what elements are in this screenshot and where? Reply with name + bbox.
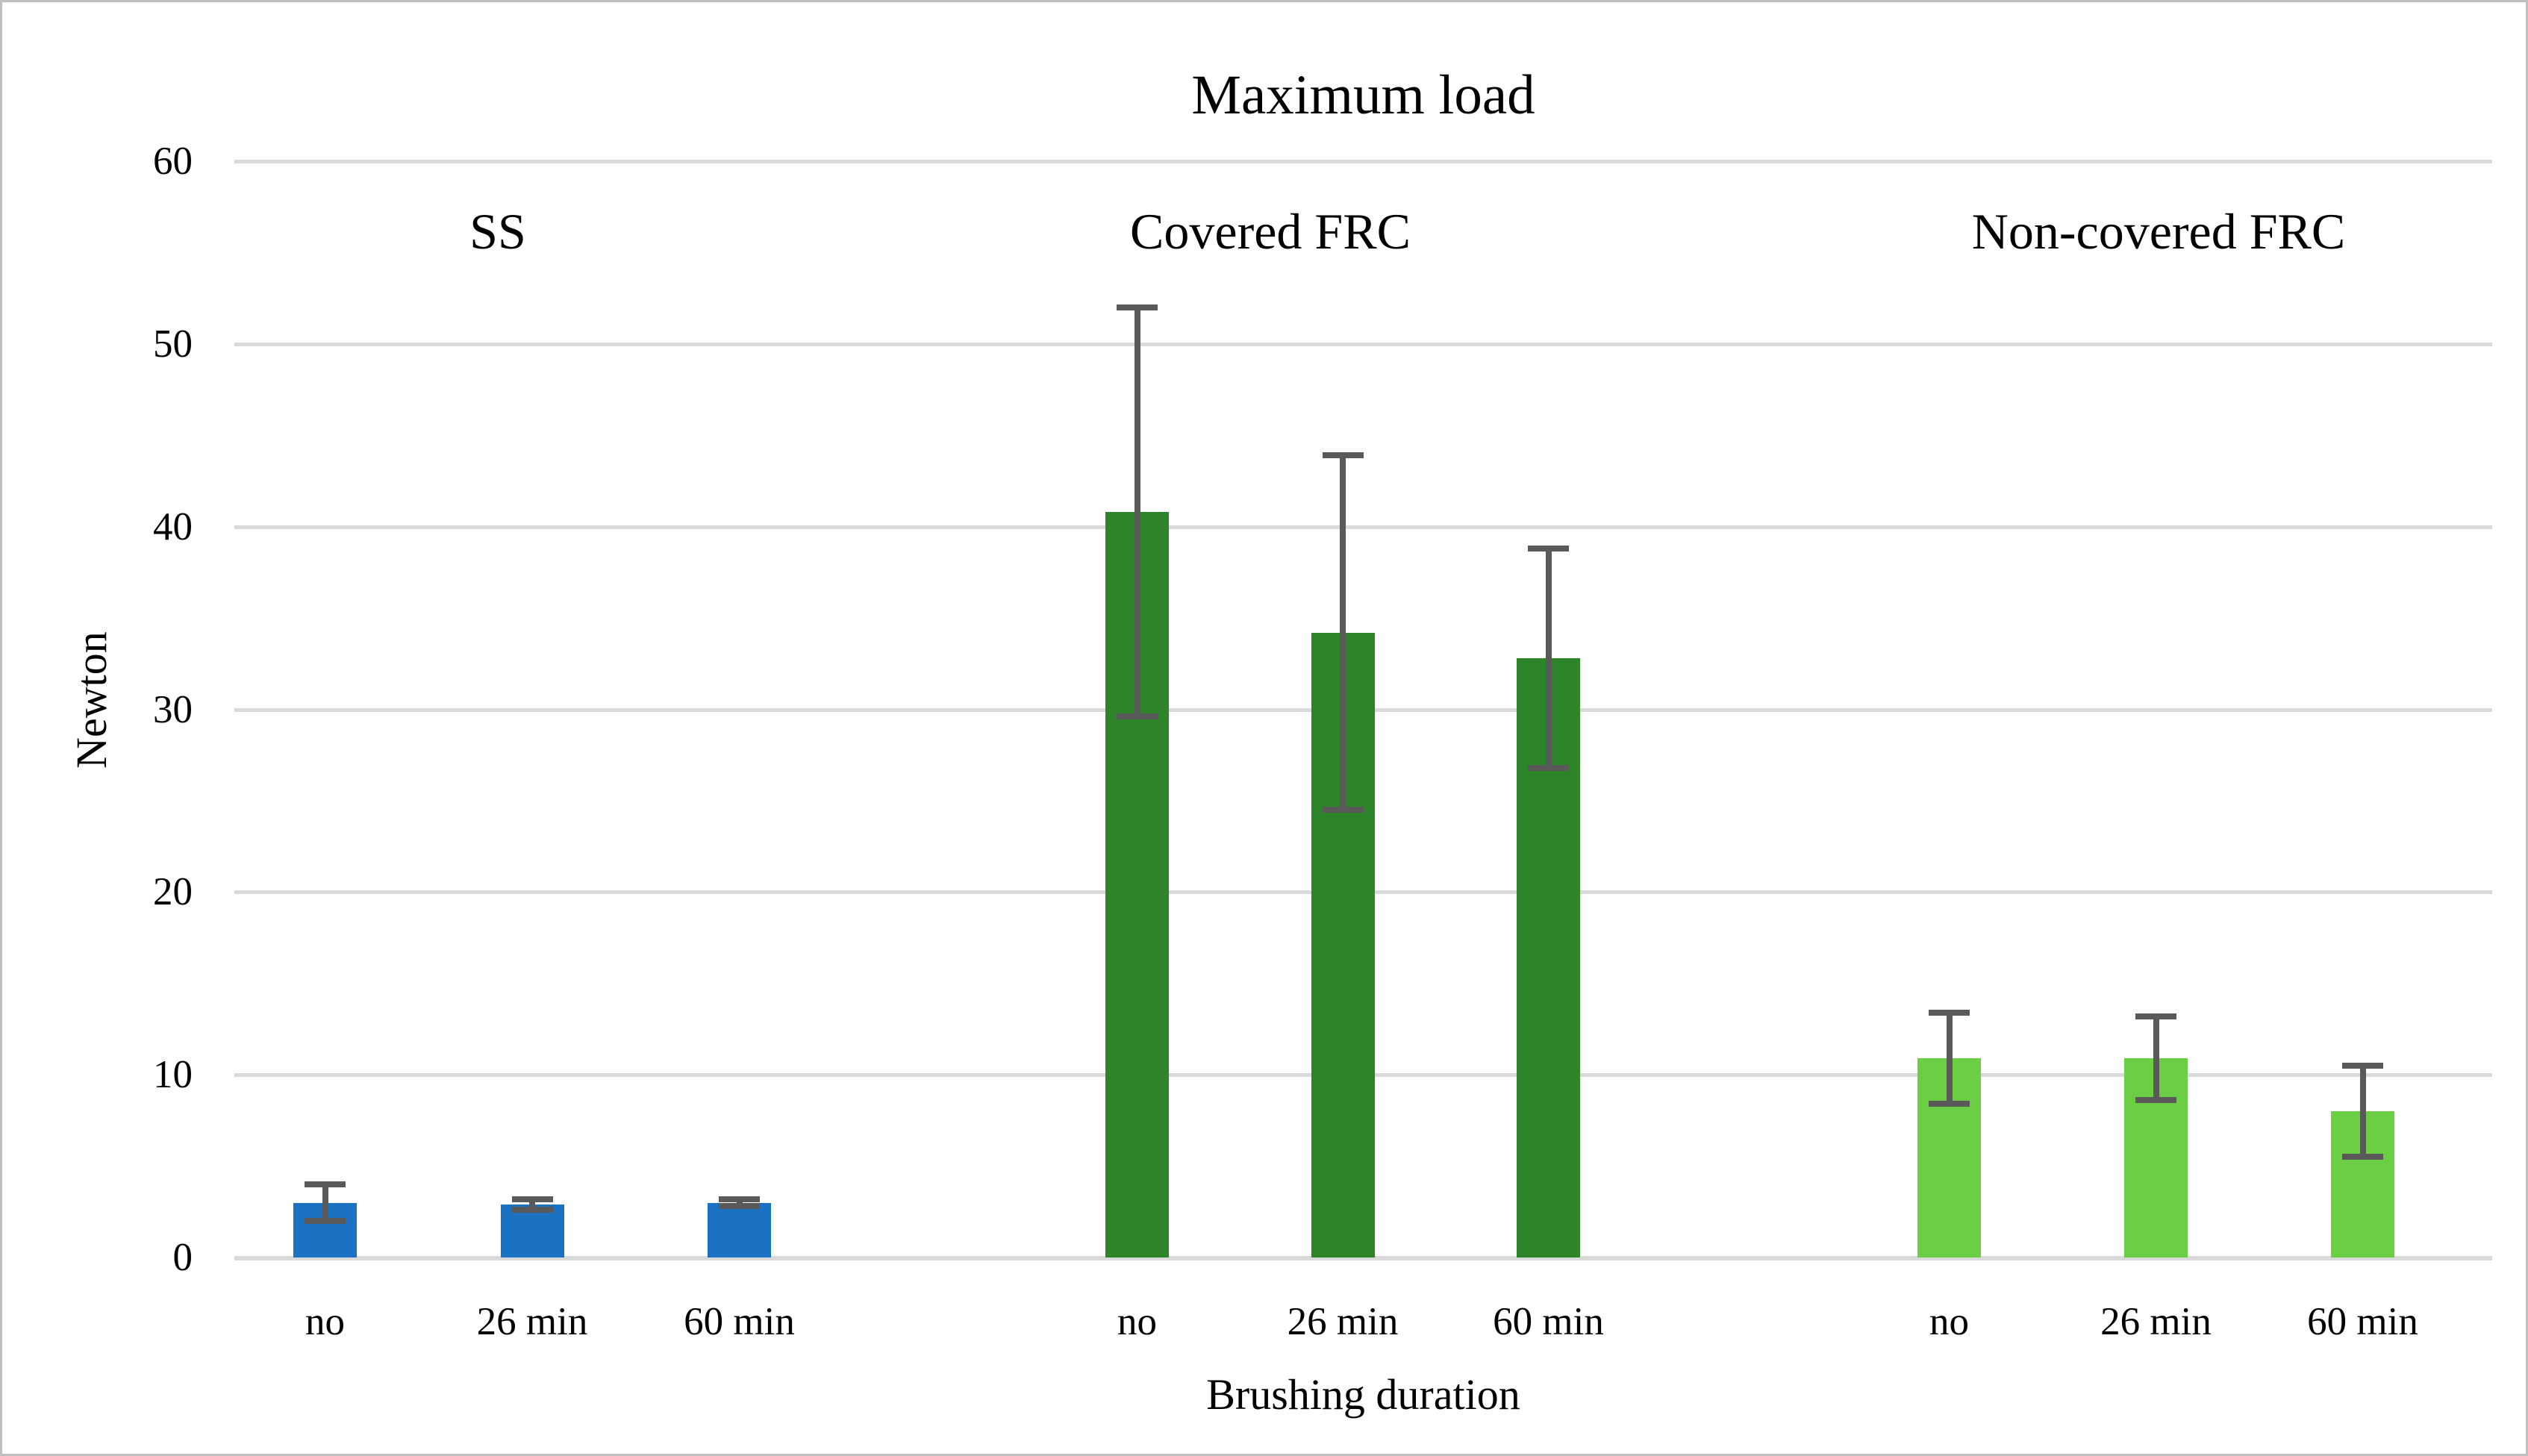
- x-tick-label: 26 min: [2100, 1300, 2212, 1343]
- bar-group-ss: [293, 161, 771, 1257]
- error-bar-cap: [1322, 807, 1364, 813]
- error-bar-cap: [719, 1196, 760, 1202]
- gridline: [234, 342, 2492, 346]
- bar: [708, 1202, 771, 1257]
- gridline: [234, 160, 2492, 163]
- x-tick-label: 26 min: [476, 1300, 588, 1343]
- bar-group-non-covered-frc: [1917, 161, 2394, 1257]
- error-bar: [322, 1184, 328, 1222]
- error-bar-cap: [2342, 1154, 2383, 1160]
- chart-title: Maximum load: [1191, 64, 1535, 126]
- plot-area: SS Covered FRC Non-covered FRC: [234, 160, 2492, 1260]
- gridline: [234, 525, 2492, 529]
- y-tick-label: 20: [153, 870, 193, 914]
- x-tick-label: 60 min: [1493, 1300, 1604, 1343]
- error-bar-cap: [511, 1196, 553, 1202]
- error-bar-cap: [1929, 1101, 1970, 1107]
- x-tick-label: no: [1117, 1300, 1157, 1343]
- error-bar: [2153, 1016, 2159, 1101]
- y-tick-label: 0: [172, 1236, 193, 1279]
- error-bar-cap: [511, 1207, 553, 1213]
- x-axis-title: Brushing duration: [1206, 1370, 1520, 1419]
- error-bar-cap: [1929, 1009, 1970, 1016]
- y-tick-label: 10: [153, 1053, 193, 1097]
- error-bar: [529, 1199, 535, 1210]
- error-bar-cap: [1528, 546, 1569, 552]
- error-bar-cap: [305, 1218, 346, 1225]
- error-bar-cap: [1528, 764, 1569, 771]
- error-bar: [1134, 307, 1140, 717]
- gridline: [234, 1256, 2492, 1260]
- bar: [500, 1204, 564, 1257]
- error-bar-cap: [2342, 1062, 2383, 1069]
- y-tick-label: 40: [153, 504, 193, 549]
- group-label: Covered FRC: [1130, 203, 1411, 260]
- error-bar-cap: [1117, 713, 1158, 720]
- error-bar-cap: [719, 1203, 760, 1210]
- x-tick-label: 60 min: [684, 1300, 795, 1343]
- error-bar-cap: [1322, 452, 1364, 459]
- error-bar-cap: [2135, 1013, 2176, 1019]
- error-bar: [1340, 455, 1346, 810]
- error-bar: [1545, 549, 1552, 768]
- error-bar: [736, 1199, 743, 1207]
- bar-group-covered-frc: [1105, 161, 1580, 1257]
- y-tick-label: 30: [153, 687, 193, 731]
- x-tick-label: 26 min: [1287, 1300, 1399, 1343]
- error-bar: [2359, 1065, 2366, 1157]
- group-label: SS: [469, 203, 526, 260]
- y-tick-label: 60: [153, 140, 193, 183]
- error-bar-cap: [305, 1181, 346, 1188]
- error-bar-cap: [2135, 1097, 2176, 1104]
- x-tick-label: no: [1929, 1300, 1969, 1343]
- error-bar: [1946, 1012, 1953, 1105]
- y-tick-label: 50: [153, 322, 193, 366]
- group-label: Non-covered FRC: [1971, 203, 2346, 260]
- x-tick-label: 60 min: [2307, 1300, 2418, 1343]
- x-tick-label: no: [305, 1300, 345, 1343]
- error-bar-cap: [1117, 304, 1158, 310]
